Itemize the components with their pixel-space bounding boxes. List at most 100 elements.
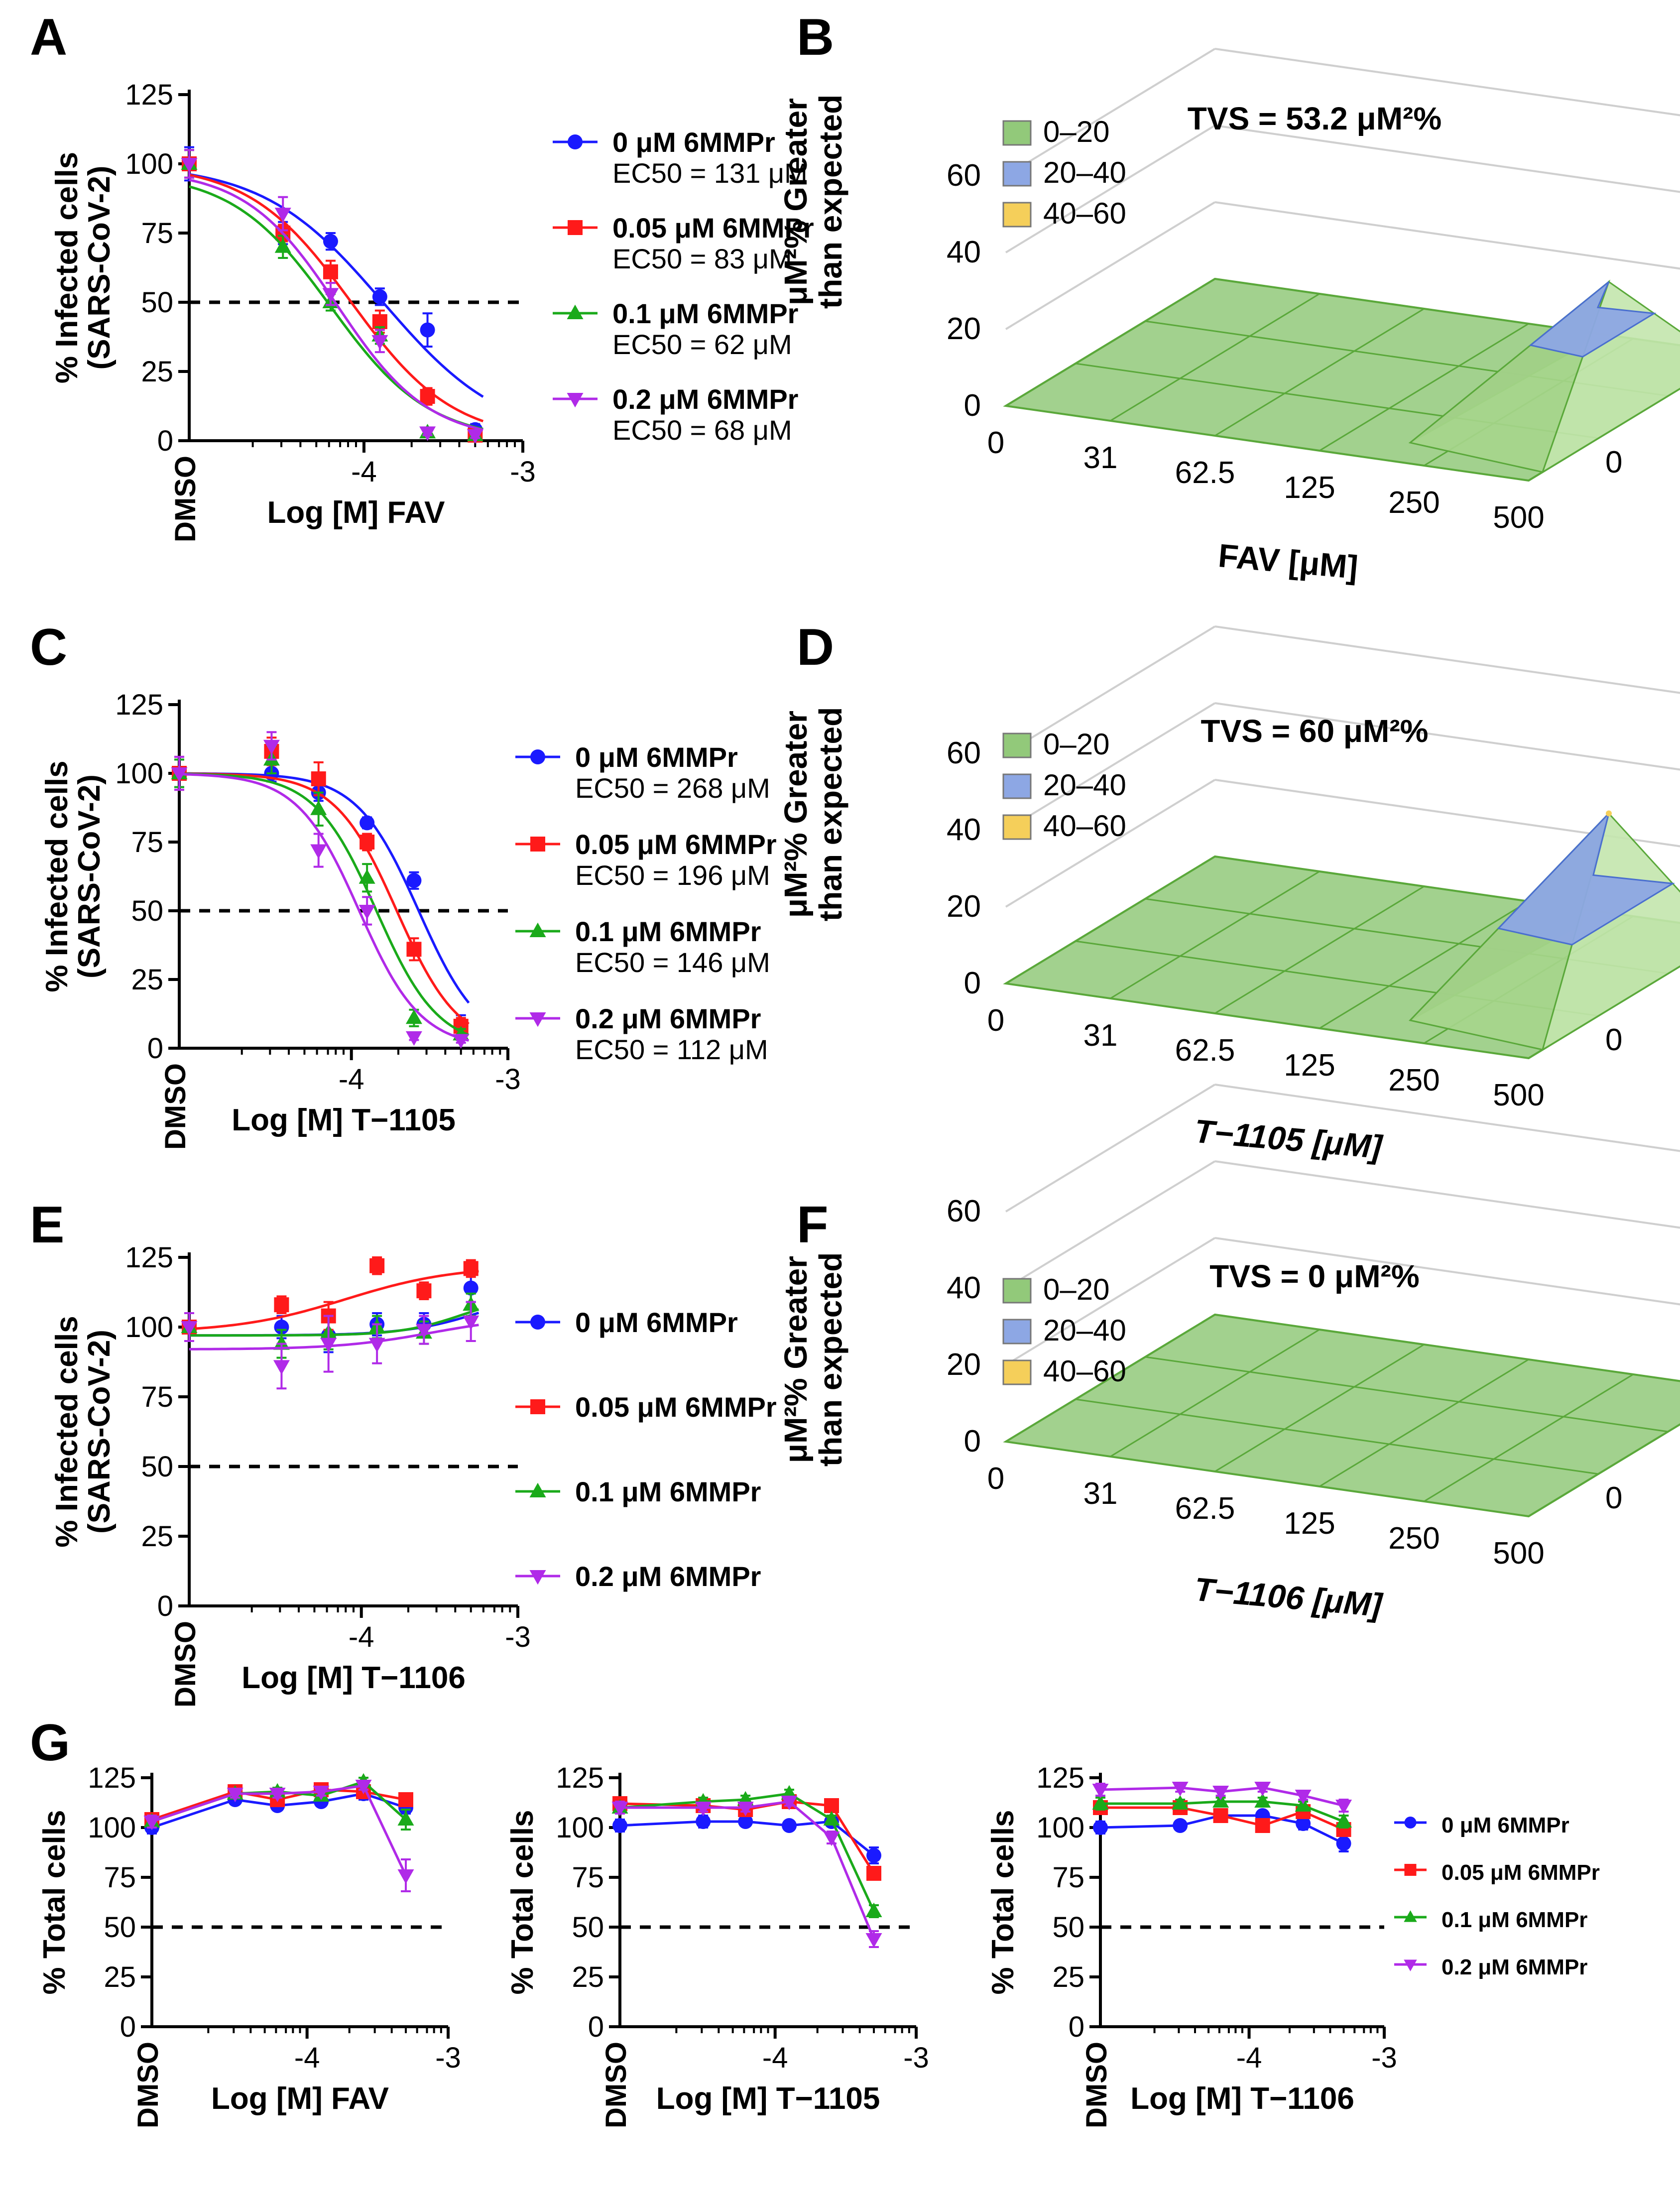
y-tick-label: 100 xyxy=(556,1812,604,1844)
data-point xyxy=(1172,1782,1189,1797)
z-tick-label: 40 xyxy=(947,1271,981,1305)
panel-label-c: C xyxy=(30,618,67,676)
y-category-label: 0 xyxy=(1605,1481,1622,1515)
y-tick-label: 0 xyxy=(157,1590,173,1622)
data-point xyxy=(360,835,375,850)
y-tick-label: 0 xyxy=(588,2011,604,2043)
series-3 xyxy=(181,149,483,444)
data-point xyxy=(1335,1800,1352,1815)
y-tick-label: 50 xyxy=(141,286,173,319)
y-tick-label: 125 xyxy=(88,1762,136,1794)
legend-swatch xyxy=(1002,120,1032,146)
legend-swatch-marker xyxy=(1404,1817,1417,1829)
z-gridline xyxy=(1214,1160,1680,1229)
surface-grid xyxy=(1110,1329,1320,1458)
data-point xyxy=(263,739,280,755)
z-gridline xyxy=(1214,625,1680,694)
tvs-label: TVS = 53.2 μM²% xyxy=(1188,101,1441,136)
fit-curve xyxy=(189,173,484,423)
peak-cap-blue xyxy=(1529,281,1657,358)
surface-grid xyxy=(1214,1344,1425,1472)
legend-ec50: EC50 = 112 μM xyxy=(575,1034,768,1065)
y-tick-label: 0 xyxy=(120,2011,136,2043)
y-tick-label: 125 xyxy=(125,79,173,111)
z-tick-label: 60 xyxy=(947,1194,981,1228)
data-point xyxy=(415,1324,432,1339)
panel-label-b: B xyxy=(797,8,834,66)
data-point xyxy=(453,1034,470,1049)
z-tick-label: 20 xyxy=(947,889,981,924)
legend-label: 0 μM 6MMPr xyxy=(575,1307,738,1338)
surface-grid xyxy=(1319,323,1529,452)
z-axis-label-line2: than expected xyxy=(813,707,848,921)
dmso-label: DMSO xyxy=(159,1063,192,1150)
panel-label-d: D xyxy=(797,618,834,676)
x-category-label: 250 xyxy=(1388,1063,1440,1098)
data-point xyxy=(1092,1795,1109,1810)
surface-grid xyxy=(1145,1356,1669,1433)
data-point xyxy=(781,1796,798,1811)
y-tick-label: 125 xyxy=(125,1241,173,1274)
peak-cap-blue xyxy=(1497,811,1675,946)
y-axis-label: % Total cells xyxy=(986,1810,1020,1995)
x-category-label: 0 xyxy=(987,426,1004,460)
data-point xyxy=(823,1832,840,1846)
plots-layer: 0 25 50 75 100 125 -4 -3 DMSO Log [M] FAV % Infect… xyxy=(37,48,1680,2128)
x-tick-label: -4 xyxy=(349,1621,374,1653)
y-tick-label: 25 xyxy=(141,1520,173,1553)
legend-ec50: EC50 = 196 μM xyxy=(575,859,770,891)
z-tick-label: 40 xyxy=(947,813,981,847)
legend-ec50: EC50 = 131 μM xyxy=(612,157,808,189)
data-point xyxy=(273,1360,290,1375)
y-tick-label: 75 xyxy=(572,1861,604,1894)
legend-ec50: EC50 = 68 μM xyxy=(612,414,792,446)
legend-swatch-marker xyxy=(568,134,583,149)
series-0 xyxy=(172,758,470,1038)
legend-swatch xyxy=(1002,733,1032,758)
y-category-label: 0 xyxy=(1605,445,1622,480)
legend-swatch xyxy=(1002,814,1032,840)
legend-swatch-marker xyxy=(529,1482,546,1497)
fit-curve xyxy=(179,773,470,1042)
z-axis-label-line1: μM²% Greater xyxy=(778,98,814,305)
data-point xyxy=(171,767,188,782)
y-tick-label: 125 xyxy=(1036,1762,1084,1794)
legend-swatch-marker xyxy=(530,1315,545,1330)
z-tick-label: 60 xyxy=(947,158,981,193)
series-line xyxy=(151,1784,407,1876)
y-axis-label-line1: % Infected cells xyxy=(50,1316,84,1547)
data-point xyxy=(181,1321,198,1336)
z-tick-label: 0 xyxy=(964,966,981,1000)
z-gridline xyxy=(1214,48,1680,117)
chart-g2: 0 25 50 75 100 125 -4 -3 DMSO Log [M] T−1105 % Tot… xyxy=(505,1762,929,2128)
data-point xyxy=(467,429,483,444)
data-point xyxy=(360,815,375,831)
data-point xyxy=(463,1280,479,1296)
legend-label: 0.05 μM 6MMPr xyxy=(575,1391,777,1423)
data-point xyxy=(323,234,338,249)
y-tick-label: 75 xyxy=(131,826,163,858)
y-tick-label: 50 xyxy=(141,1451,173,1483)
legend-swatch-marker xyxy=(530,837,545,852)
y-tick-label: 125 xyxy=(556,1762,604,1794)
y-axis-label: 6MMPr [μM] xyxy=(1674,1411,1680,1595)
z-gridline xyxy=(1214,1237,1680,1306)
x-tick-label: -4 xyxy=(294,2042,320,2074)
data-point xyxy=(696,1814,711,1829)
data-point xyxy=(273,1335,290,1350)
data-point xyxy=(1336,1836,1351,1851)
data-point xyxy=(1093,1820,1108,1835)
data-point xyxy=(419,426,436,441)
y-axis-label-line1: % Infected cells xyxy=(40,760,74,992)
data-point xyxy=(397,1811,414,1826)
data-point xyxy=(823,1811,840,1826)
panel-label-e: E xyxy=(30,1196,64,1254)
chart-a: 0 25 50 75 100 125 -4 -3 DMSO Log [M] FAV % Infect… xyxy=(50,79,814,542)
data-point xyxy=(866,1848,881,1863)
z-gridline-side xyxy=(1005,1084,1216,1213)
data-point xyxy=(1092,1784,1109,1799)
x-axis-label: T−1105 [μM] xyxy=(1193,1112,1385,1166)
x-axis-label: Log [M] FAV xyxy=(267,495,445,530)
z-gridline-side xyxy=(1005,124,1216,253)
